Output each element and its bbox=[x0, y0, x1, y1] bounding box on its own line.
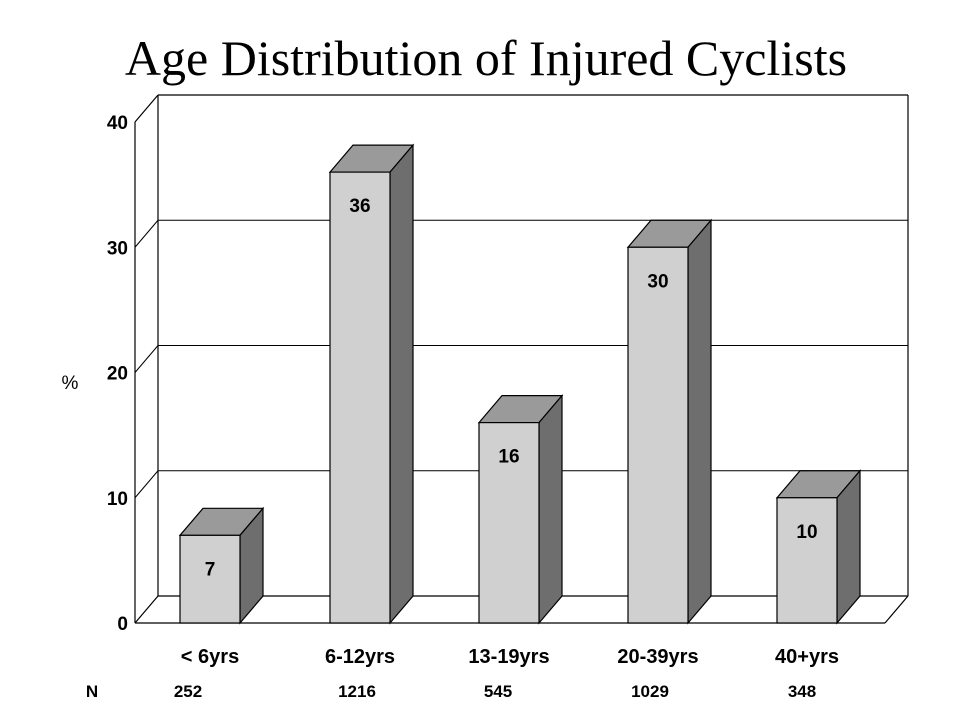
n-value: 1029 bbox=[631, 682, 669, 701]
y-tick-label: 0 bbox=[117, 614, 128, 635]
x-tick-label: 20-39yrs bbox=[617, 646, 698, 668]
x-tick-label: < 6yrs bbox=[181, 646, 239, 668]
gridline-side bbox=[134, 219, 159, 248]
n-row-label: N bbox=[86, 682, 98, 701]
bar-side-face bbox=[389, 143, 414, 625]
bar-front-face bbox=[776, 497, 838, 624]
x-tick-label: 40+yrs bbox=[775, 646, 839, 668]
x-tick-label: 13-19yrs bbox=[468, 646, 549, 668]
gridline-side bbox=[134, 470, 159, 499]
bar-side-face bbox=[538, 393, 563, 625]
y-axis-ticks: 0 10 20 30 40 bbox=[107, 113, 128, 635]
floor-left-edge bbox=[134, 595, 159, 624]
bar: 30 bbox=[626, 218, 713, 625]
y-tick-label: 30 bbox=[107, 238, 128, 259]
bar-value-label: 36 bbox=[349, 196, 370, 217]
bar: 16 bbox=[477, 393, 564, 625]
bar-value-label: 10 bbox=[796, 522, 817, 543]
gridlines bbox=[134, 219, 908, 499]
bar-front-face bbox=[478, 422, 540, 624]
bar-front-face bbox=[627, 246, 689, 624]
bar-value-label: 7 bbox=[205, 559, 216, 580]
y-tick-label: 10 bbox=[107, 489, 128, 510]
n-value: 1216 bbox=[338, 682, 376, 701]
gridline-side bbox=[134, 345, 159, 373]
bar-side-face bbox=[836, 469, 861, 625]
n-row-values: 252 1216 545 1029 348 bbox=[174, 682, 816, 701]
n-value: 252 bbox=[174, 682, 202, 701]
bar: 10 bbox=[775, 469, 862, 625]
bar: 7 bbox=[178, 506, 265, 625]
y-tick-label: 20 bbox=[107, 364, 128, 385]
x-tick-label: 6-12yrs bbox=[325, 646, 395, 668]
bar-value-label: 30 bbox=[647, 271, 668, 292]
y-tick-label: 40 bbox=[107, 113, 128, 134]
bar: 36 bbox=[328, 143, 415, 625]
bar-front-face bbox=[179, 534, 241, 624]
bar-value-label: 16 bbox=[498, 447, 519, 468]
y-axis-label: % bbox=[62, 373, 79, 394]
n-value: 348 bbox=[788, 682, 816, 701]
n-value: 545 bbox=[484, 682, 512, 701]
side-wall-top bbox=[134, 94, 159, 123]
floor-right-edge bbox=[884, 595, 909, 624]
x-axis-categories: < 6yrs 6-12yrs 13-19yrs 20-39yrs 40+yrs bbox=[181, 646, 839, 668]
bars: 7 36 16 30 10 bbox=[178, 143, 862, 625]
bar-side-face bbox=[687, 218, 712, 625]
bar-front-face bbox=[329, 171, 391, 624]
chart-title: Age Distribution of Injured Cyclists bbox=[125, 30, 847, 86]
